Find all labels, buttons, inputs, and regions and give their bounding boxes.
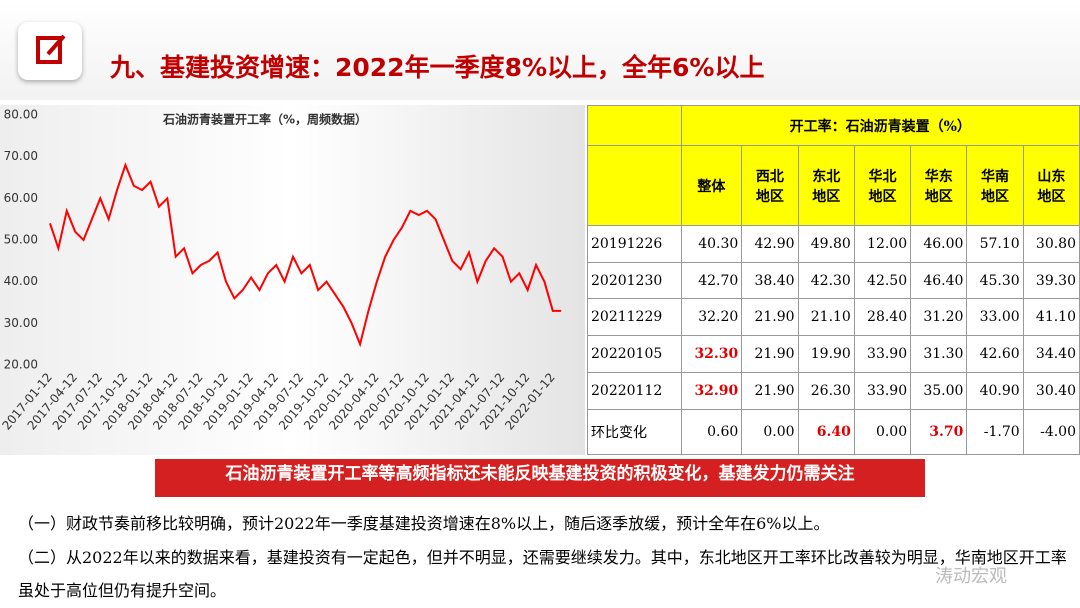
table-cell: 42.70 [680,261,743,300]
table-cell: 山东 地区 [1022,145,1080,226]
table-cell: 40.90 [966,371,1024,410]
table-row: 环比变化 0.60 0.00 6.40 0.00 3.70 -1.70 -4.00 [587,408,1080,456]
banner: 石油沥青装置开工率等高频指标还未能反映基建投资的积极变化，基建发力仍需关注 [155,459,925,497]
table-cell: -1.70 [966,408,1024,456]
table-row: 20211229 32.20 21.90 21.10 28.40 31.20 33.00 41… [587,298,1080,337]
y-tick-label: 80.00 [4,108,38,122]
line [49,162,562,348]
table-cell: 整体 [680,145,743,226]
title: 九、基建投资增速：2022年一季度8%以上，全年6%以上 [110,53,765,82]
table-cell: 环比变化 [587,408,682,456]
table-row: 20220112 32.90 21.90 26.30 33.90 35.00 40.90 30… [587,371,1080,410]
icon [18,22,82,80]
table-cell: 26.30 [797,371,855,410]
table-cell: 31.30 [910,335,968,373]
table-cell: 20211229 [587,298,682,337]
table-cell: 32.20 [680,298,743,337]
table-cell: 42.30 [797,261,855,300]
table-cell: 42.90 [741,225,799,263]
chart: 石油沥青装置开工率（%，周频数据） 20.00 30.00 40.00 50.00 60… [0,105,585,455]
table-row: 开工率：石油沥青装置（%） [587,105,1080,146]
table-cell: 21.90 [741,298,799,337]
table-cell: 49.80 [797,225,855,263]
table-cell: 32.30 [680,335,743,373]
table-cell: 33.00 [966,298,1024,337]
y-tick-label: 20.00 [4,358,38,372]
chart-title: 石油沥青装置开工率（%，周频数据） [162,112,367,127]
table-cell: 12.00 [853,225,912,263]
table-cell: 40.30 [680,225,743,263]
table-cell: -4.00 [1022,408,1080,456]
table-cell: 20201230 [587,261,682,300]
table-cell: 33.90 [853,335,912,373]
table-cell: 21.90 [741,371,799,410]
table-cell: 19.90 [797,335,855,373]
table-cell: 32.90 [680,371,743,410]
table-row: 20201230 42.70 38.40 42.30 42.50 46.40 45.30 39… [587,261,1080,300]
paragraph: （二）从2022年以来的数据来看，基建投资有一定起色，但并不明显，还需要继续发力… [18,548,1067,600]
table-row: 20220105 32.30 21.90 19.90 33.90 31.30 42.60 34… [587,335,1080,373]
table-cell: 0.60 [680,408,743,456]
table-cell: 41.10 [1022,298,1080,337]
table-cell: 46.40 [910,261,968,300]
table-cell: 华北 地区 [853,145,912,226]
watermark: 涛动宏观 [935,566,1007,587]
table-cell: 45.30 [966,261,1024,300]
table-cell: 39.30 [1022,261,1080,300]
table-cell: 46.00 [910,225,968,263]
y-tick-label: 60.00 [4,191,38,205]
table-cell: 20191226 [587,225,682,263]
table-cell [587,145,682,226]
table-cell: 0.00 [741,408,799,456]
table-cell: 0.00 [853,408,912,456]
table-cell: 38.40 [741,261,799,300]
table-cell: 东北 地区 [797,145,855,226]
paragraph: （一）财政节奏前移比较明确，预计2022年一季度基建投资增速在8%以上，随后逐季… [18,514,830,533]
header: 九、基建投资增速：2022年一季度8%以上，全年6%以上 [0,0,1080,100]
table-cell: 42.50 [853,261,912,300]
table-cell: 华东 地区 [910,145,968,226]
table-cell: 华南 地区 [966,145,1024,226]
table-cell: 20220105 [587,335,682,373]
y-tick-label: 40.00 [4,274,38,288]
y-tick-label: 70.00 [4,149,38,163]
table-cell: 34.40 [1022,335,1080,373]
y-tick-label: 30.00 [4,316,38,330]
table-cell: 57.10 [966,225,1024,263]
table: 开工率：石油沥青装置（%） 整体 西北 地区 东北 地区 华北 地区 华东 地区 华南 地区… [587,105,1080,456]
table-cell: 33.90 [853,371,912,410]
chart-background [0,105,585,455]
table-cell: 35.00 [910,371,968,410]
table-cell: 30.80 [1022,225,1080,263]
table-cell: 21.10 [797,298,855,337]
table-row: 20191226 40.30 42.90 49.80 12.00 46.00 57.10 30… [587,225,1080,263]
table-cell: 21.90 [741,335,799,373]
table-cell: 30.40 [1022,371,1080,410]
table-cell: 6.40 [797,408,855,456]
table-cell: 开工率：石油沥青装置（%） [680,105,1080,146]
table-cell: 3.70 [910,408,968,456]
table-cell: 西北 地区 [741,145,799,226]
table-cell [587,105,682,146]
icon-graphic [36,34,66,64]
table-cell: 42.60 [966,335,1024,373]
table-cell: 28.40 [853,298,912,337]
table-cell: 20220112 [587,371,682,410]
y-tick-label: 50.00 [4,233,38,247]
table-row: 整体 西北 地区 东北 地区 华北 地区 华东 地区 华南 地区 山东 地区 [587,145,1080,226]
table-cell: 31.20 [910,298,968,337]
